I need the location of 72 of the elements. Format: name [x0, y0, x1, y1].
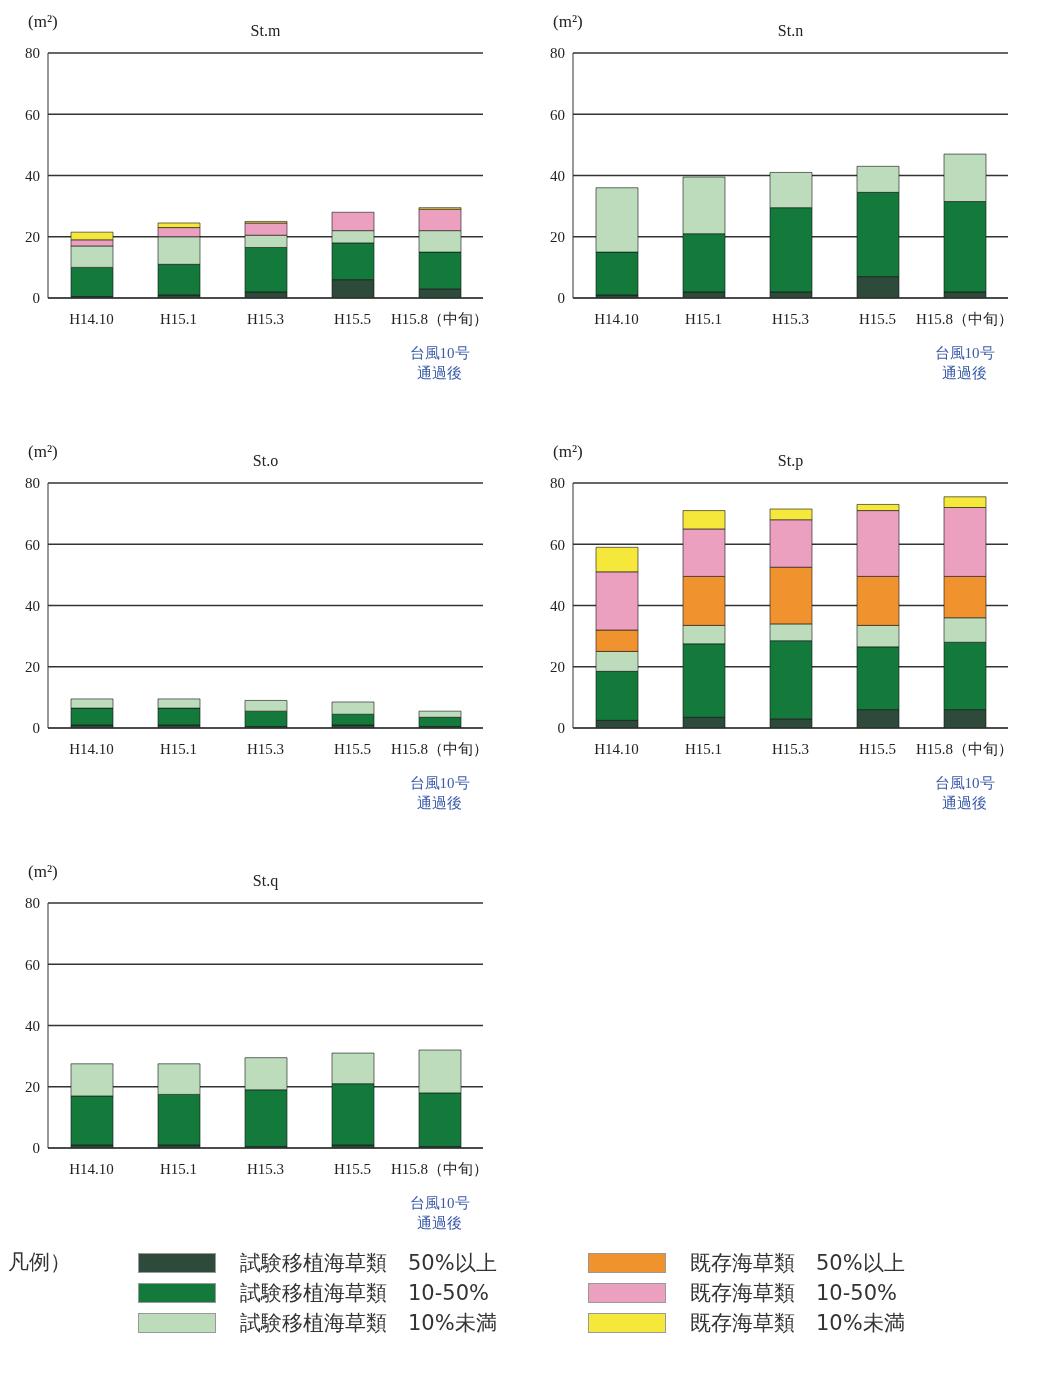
x-tick-label: H15.5 [333, 741, 372, 757]
x-tick-label: H15.8（中旬） [915, 741, 1014, 757]
legend-title: 凡例） [8, 1249, 72, 1276]
x-tick-label: H15.5 [858, 741, 897, 757]
x-tick-label: H15.1 [159, 311, 198, 327]
y-tick-label: 80 [550, 45, 565, 62]
x-tick-label: H15.5 [333, 311, 372, 327]
x-tick-label: H14.10 [69, 311, 114, 327]
legend-label: 試験移植海草類 50%以上 [240, 1250, 497, 1277]
x-tick-label: H15.1 [684, 311, 723, 327]
x-tick-label: H15.8（中旬） [390, 1161, 489, 1177]
y-axis-title: (m²) [553, 442, 583, 462]
y-tick-label: 0 [32, 1140, 40, 1157]
x-tick-label: H15.3 [246, 741, 285, 757]
x-tick-label: H15.3 [246, 1161, 285, 1177]
y-axis-title: (m²) [28, 442, 58, 462]
x-tick-label: H15.5 [858, 311, 897, 327]
y-tick-label: 0 [557, 290, 565, 307]
y-tick-label: 20 [550, 229, 565, 246]
y-tick-label: 80 [25, 45, 40, 62]
legend-label: 既存海草類 10-50% [690, 1280, 897, 1307]
y-tick-label: 20 [25, 229, 40, 246]
chart-title: St.n [777, 22, 804, 39]
x-tick-label: H15.3 [771, 741, 810, 757]
x-tick-label: H15.8（中旬） [915, 311, 1014, 327]
x-tick-label: H15.1 [159, 1161, 198, 1177]
x-tick-label: H15.5 [333, 1161, 372, 1177]
y-tick-label: 80 [25, 475, 40, 492]
y-tick-label: 40 [550, 167, 565, 184]
y-tick-label: 80 [550, 475, 565, 492]
y-tick-label: 40 [25, 1017, 40, 1034]
y-tick-label: 0 [32, 290, 40, 307]
y-tick-label: 60 [25, 536, 40, 553]
x-tick-label: H14.10 [594, 741, 639, 757]
y-axis-title: (m²) [553, 12, 583, 32]
y-tick-label: 20 [25, 1079, 40, 1096]
text: 台風10号通過後 [409, 1195, 470, 1231]
legend-label: 試験移植海草類 10-50% [240, 1280, 489, 1307]
chart-title: St.q [252, 872, 279, 889]
y-tick-label: 40 [25, 167, 40, 184]
y-tick-label: 60 [550, 106, 565, 123]
legend-label: 既存海草類 50%以上 [690, 1250, 905, 1277]
legend-label: 既存海草類 10%未満 [690, 1310, 905, 1337]
x-tick-label: H15.1 [684, 741, 723, 757]
y-tick-label: 0 [557, 720, 565, 737]
x-tick-label: H15.3 [246, 311, 285, 327]
chart-title: St.o [252, 452, 279, 469]
y-axis-title: (m²) [28, 862, 58, 882]
legend-label: 試験移植海草類 10%未満 [240, 1310, 497, 1337]
y-tick-label: 0 [32, 720, 40, 737]
text: 台風10号通過後 [934, 775, 995, 811]
x-tick-label: H14.10 [69, 1161, 114, 1177]
y-tick-label: 20 [550, 659, 565, 676]
y-tick-label: 80 [25, 895, 40, 912]
y-tick-label: 40 [550, 597, 565, 614]
x-tick-label: H15.8（中旬） [390, 311, 489, 327]
y-axis-title: (m²) [28, 12, 58, 32]
y-tick-label: 20 [25, 659, 40, 676]
chart-title: St.p [777, 452, 804, 469]
y-tick-label: 60 [25, 956, 40, 973]
x-tick-label: H15.1 [159, 741, 198, 757]
y-tick-label: 40 [25, 597, 40, 614]
x-tick-label: H15.3 [771, 311, 810, 327]
x-tick-label: H14.10 [594, 311, 639, 327]
text: 台風10号通過後 [409, 345, 470, 381]
text: 台風10号通過後 [934, 345, 995, 381]
y-tick-label: 60 [25, 106, 40, 123]
text: 台風10号通過後 [409, 775, 470, 811]
x-tick-label: H14.10 [69, 741, 114, 757]
x-tick-label: H15.8（中旬） [390, 741, 489, 757]
y-tick-label: 60 [550, 536, 565, 553]
chart-title: St.m [250, 22, 281, 39]
